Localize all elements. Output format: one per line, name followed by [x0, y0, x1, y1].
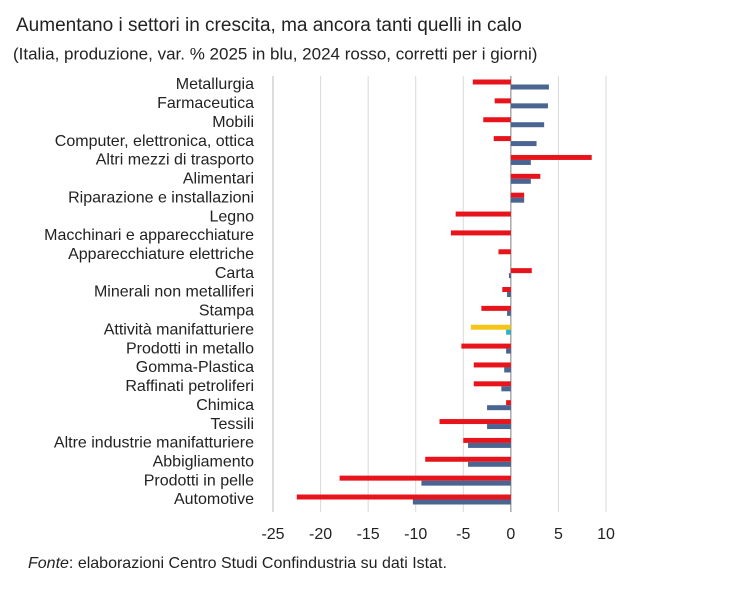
- y-tick-label: Chimica: [196, 397, 254, 414]
- bar: [510, 268, 532, 274]
- source-text: : elaborazioni Centro Studi Confindustri…: [69, 555, 447, 572]
- chart-subtitle: (Italia, produzione, var. % 2025 in blu,…: [13, 44, 537, 63]
- y-tick-label: Mobili: [212, 114, 254, 131]
- source-label: Fonte: [28, 555, 69, 572]
- bar: [439, 419, 511, 425]
- y-tick-label: Apparecchiature elettriche: [68, 246, 254, 263]
- y-tick-label: Attività manifatturiere: [104, 321, 254, 338]
- y-tick-label: Gomma-Plastica: [136, 359, 254, 376]
- bar: [507, 292, 511, 297]
- bar: [510, 141, 537, 147]
- y-tick-label: Legno: [210, 208, 255, 225]
- bar: [510, 197, 525, 203]
- bar: [470, 324, 511, 330]
- bar: [493, 136, 511, 142]
- y-tick-label: Farmaceutica: [157, 95, 254, 112]
- x-tick-label: -20: [309, 526, 332, 543]
- y-tick-label: Alimentari: [183, 171, 254, 188]
- bar: [501, 386, 511, 392]
- bar: [296, 494, 511, 500]
- bar: [510, 173, 541, 179]
- bar: [472, 79, 511, 85]
- x-tick-label: -15: [357, 526, 380, 543]
- bar: [481, 305, 511, 311]
- bar: [506, 348, 511, 354]
- x-tick-label: 0: [506, 526, 515, 543]
- bar: [507, 310, 511, 316]
- y-tick-label: Altri mezzi di trasporto: [96, 152, 254, 169]
- x-tick-label: -10: [404, 526, 427, 543]
- bar: [506, 400, 511, 406]
- bar: [510, 122, 545, 128]
- bar: [508, 273, 511, 279]
- y-tick-label: Raffinati petroliferi: [125, 378, 254, 395]
- bar: [473, 362, 511, 368]
- bar: [339, 475, 511, 481]
- y-tick-label: Altre industrie manifatturiere: [54, 435, 254, 452]
- y-tick-label: Macchinari e apparecchiature: [44, 227, 254, 244]
- y-tick-label: Riparazione e installazioni: [68, 189, 254, 206]
- x-tick-label: -25: [261, 526, 284, 543]
- x-tick-label: -5: [456, 526, 470, 543]
- bar: [494, 98, 511, 104]
- bar: [468, 442, 511, 448]
- x-tick-label: 5: [554, 526, 563, 543]
- bar: [425, 456, 511, 462]
- bar: [412, 499, 511, 505]
- y-tick-label: Minerali non metalliferi: [94, 284, 254, 301]
- bar: [502, 287, 511, 292]
- source: Fonte: elaborazioni Centro Studi Confind…: [28, 555, 447, 572]
- y-tick-label: Prodotti in pelle: [144, 472, 254, 489]
- y-tick-label: Stampa: [199, 303, 254, 320]
- bar: [487, 405, 511, 411]
- bar: [510, 159, 531, 165]
- bar: [463, 437, 511, 443]
- y-tick-label: Abbigliamento: [153, 453, 255, 470]
- bar: [506, 329, 511, 335]
- bar: [461, 343, 511, 349]
- bar: [510, 84, 549, 90]
- x-tick-label: 10: [597, 526, 615, 543]
- bar: [504, 367, 511, 373]
- y-tick-label: Prodotti in metallo: [126, 340, 254, 357]
- bar: [450, 230, 511, 236]
- bar: [510, 154, 592, 160]
- bar: [483, 117, 511, 123]
- bar: [498, 249, 511, 255]
- y-tick-label: Carta: [215, 265, 254, 282]
- bar: [510, 192, 525, 198]
- y-tick-label: Automotive: [174, 491, 254, 508]
- bar: [455, 211, 511, 217]
- y-tick-label: Computer, elettronica, ottica: [55, 133, 254, 150]
- y-tick-label: Tessili: [210, 416, 254, 433]
- y-tick-label: Metallurgia: [176, 76, 254, 93]
- bar: [510, 103, 548, 109]
- bar: [487, 424, 511, 430]
- chart-title: Aumentano i settori in crescita, ma anco…: [16, 15, 522, 36]
- bar: [421, 480, 511, 486]
- bar: [510, 178, 531, 184]
- bar: [473, 381, 511, 387]
- bar: [468, 461, 511, 467]
